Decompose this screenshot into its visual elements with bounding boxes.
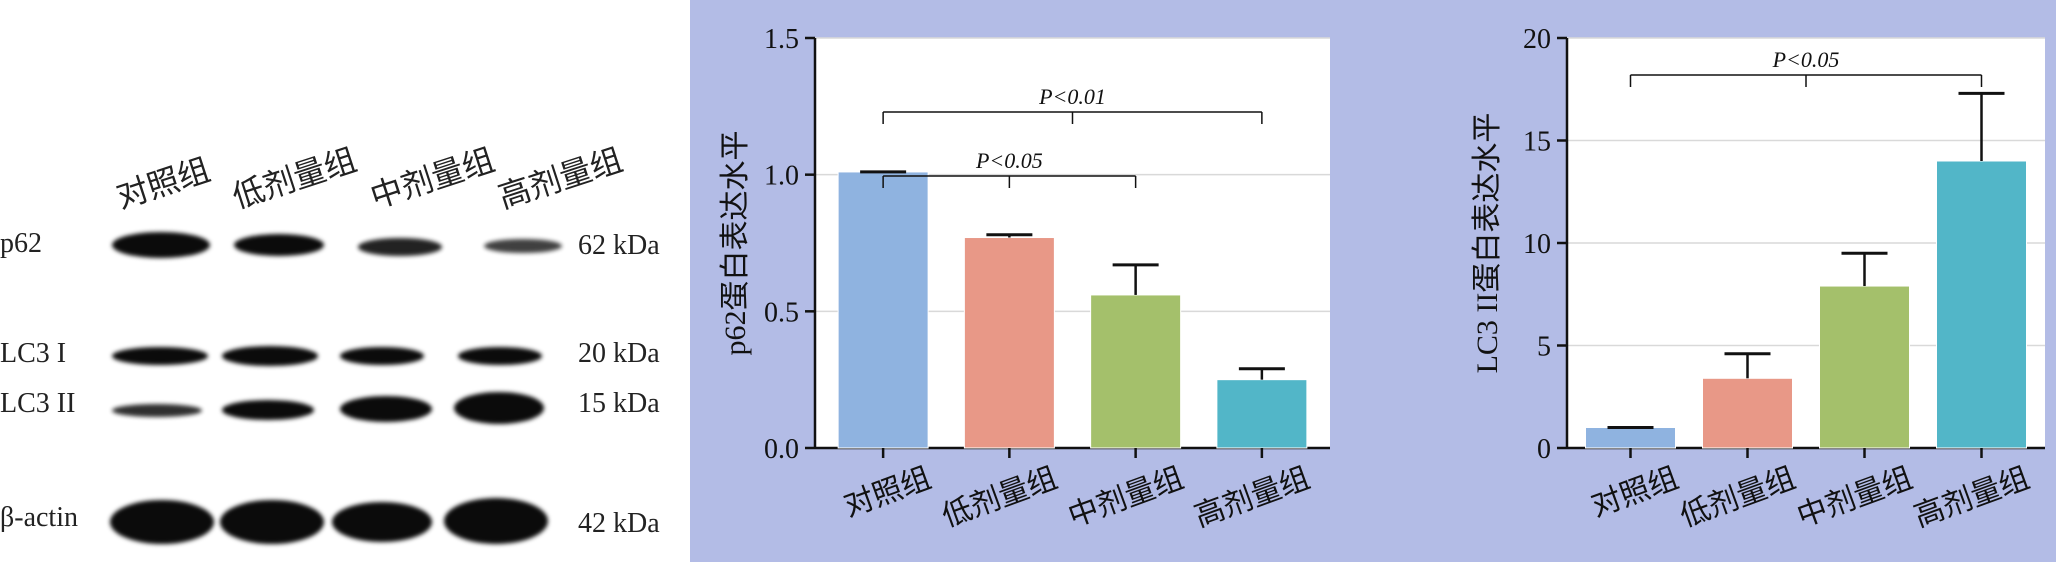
y-axis-label: LC3 II蛋白表达水平 [1471, 113, 1504, 374]
y-tick-label: 1.0 [764, 161, 799, 192]
y-tick-label: 0.0 [764, 434, 799, 465]
lane-label-mid-dose: 中剂量组 [365, 141, 499, 216]
band-beta-actin-high-dose [444, 498, 548, 544]
band-lc3-i-control [112, 347, 208, 365]
p62-chart-panel: 0.0 0.5 1.0 1.5 p62蛋白表达水平对照组 低剂量组 中剂量组 高剂量组 P<0.… [690, 0, 1380, 562]
x-tick-label: 对照组 [1587, 462, 1683, 524]
x-tick-label: 中剂量组 [1064, 462, 1188, 534]
x-tick-label: 高剂量组 [1910, 462, 2034, 534]
x-tick-label: 低剂量组 [1676, 462, 1800, 534]
band-lc3-i-low-dose [222, 346, 318, 366]
row-label-beta-actin: β-actin [0, 502, 78, 533]
band-beta-actin-control [110, 500, 214, 544]
kda-label-lc3-ii: 15 kDa [578, 388, 660, 419]
y-tick-label: 20 [1523, 24, 1551, 55]
y-tick-label: 10 [1523, 229, 1551, 260]
significance-label: P<0.05 [1772, 47, 1840, 72]
significance-label: P<0.01 [1038, 84, 1106, 109]
band-lc3-ii-control [112, 404, 202, 417]
significance-label: P<0.05 [975, 148, 1043, 173]
significance-bracket: P<0.01 [882, 84, 1263, 124]
y-tick-label: 0.5 [764, 297, 799, 328]
bar [1819, 285, 1910, 449]
y-tick-label: 0 [1537, 434, 1551, 465]
bar [1090, 294, 1182, 449]
significance-bracket: P<0.05 [882, 148, 1137, 188]
row-label-lc3-i: LC3 I [0, 338, 67, 369]
band-lc3-ii-mid-dose [340, 396, 432, 422]
band-p62-low-dose [234, 234, 324, 256]
y-axis-label: p62蛋白表达水平 [719, 131, 752, 356]
band-lc3-i-high-dose [458, 347, 542, 365]
band-lc3-ii-low-dose [222, 400, 314, 420]
bar [1936, 160, 2027, 449]
y-tick-label: 15 [1523, 127, 1551, 158]
bar [1702, 377, 1793, 449]
band-lc3-i-mid-dose [340, 347, 424, 365]
band-p62-high-dose [484, 239, 562, 253]
western-blot-panel: 对照组 低剂量组 中剂量组 高剂量组 p62 LC3 I LC3 II β-ac… [0, 0, 690, 562]
band-lc3-ii-high-dose [454, 392, 544, 424]
row-label-lc3-ii: LC3 II [0, 388, 76, 419]
lane-label-low-dose: 低剂量组 [227, 141, 361, 216]
bar [1216, 379, 1308, 449]
band-p62-control [112, 232, 210, 258]
bar [837, 171, 929, 449]
lane-label-control: 对照组 [111, 151, 215, 216]
band-beta-actin-low-dose [220, 500, 324, 544]
kda-label-lc3-i: 20 kDa [578, 338, 660, 369]
x-tick-label: 中剂量组 [1793, 462, 1917, 534]
lc3-ii-chart-panel: 0 5 10 15 20 LC3 II蛋白表达水平对照组 低剂量组 中剂量组 高剂量组 P<0.0… [1380, 0, 2056, 562]
kda-label-p62: 62 kDa [578, 230, 660, 261]
kda-label-beta-actin: 42 kDa [578, 508, 660, 539]
band-beta-actin-mid-dose [332, 502, 432, 542]
bar [963, 237, 1055, 449]
y-tick-label: 1.5 [764, 24, 799, 55]
x-tick-label: 对照组 [840, 462, 936, 524]
significance-bracket: P<0.05 [1629, 47, 1983, 87]
x-tick-label: 低剂量组 [938, 462, 1062, 534]
y-tick-label: 5 [1537, 332, 1551, 363]
band-p62-mid-dose [358, 238, 442, 256]
lane-label-high-dose: 高剂量组 [493, 141, 627, 216]
x-tick-label: 高剂量组 [1190, 462, 1314, 534]
row-label-p62: p62 [0, 228, 42, 259]
bar [1585, 427, 1676, 449]
